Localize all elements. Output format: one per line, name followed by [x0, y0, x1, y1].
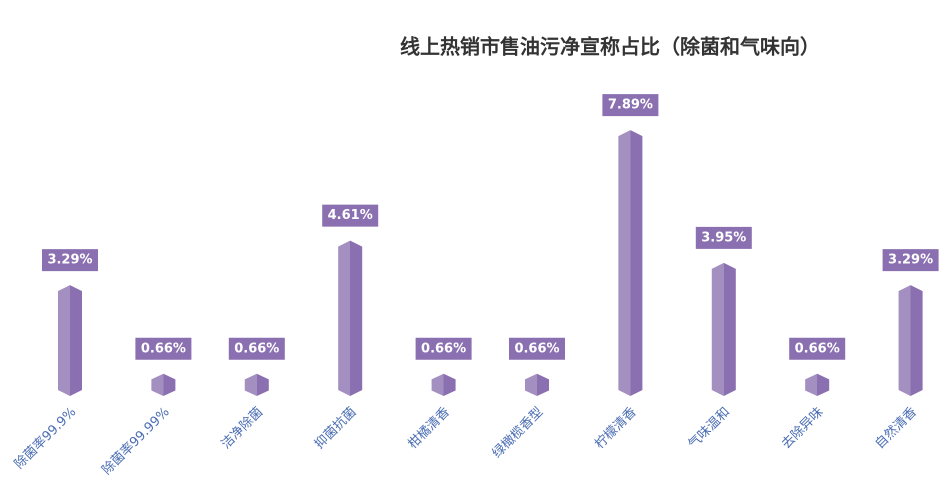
value-label: 0.66% [141, 341, 186, 356]
bar-shade [151, 373, 176, 396]
x-tick-label: 气味温和 [685, 404, 733, 452]
value-label-box [695, 226, 752, 249]
value-label-box [509, 337, 565, 360]
value-label-box [602, 94, 659, 117]
value-label: 0.66% [234, 341, 279, 356]
value-label: 3.95% [701, 230, 746, 245]
value-label: 0.66% [421, 341, 466, 356]
bar-shade [525, 373, 549, 396]
x-tick-label: 除菌率99.9% [11, 404, 79, 472]
x-tick-label: 去除异味 [779, 405, 826, 452]
bar-shade [338, 240, 363, 396]
bar-shade [618, 130, 643, 396]
x-tick-label: 柑橘清香 [405, 404, 453, 452]
x-tick-label: 绿橄榄香型 [489, 404, 546, 461]
value-label-box [882, 249, 939, 272]
value-label: 3.29% [47, 253, 92, 268]
value-label: 7.89% [608, 98, 653, 113]
chart-title: 线上热销市售油污净宣称占比（除菌和气味向） [400, 35, 820, 59]
bar-shade [898, 285, 923, 396]
value-label: 0.66% [514, 341, 559, 356]
value-label: 0.66% [795, 341, 840, 356]
x-tick-label: 除菌率99.99% [99, 404, 173, 478]
x-tick-label: 柠檬清香 [592, 405, 639, 452]
value-label-box [228, 337, 285, 360]
value-label-box [322, 204, 379, 227]
bar-shade [711, 262, 736, 396]
bar-shade [431, 373, 456, 396]
value-label-box [789, 337, 846, 360]
value-label-box [135, 337, 192, 360]
x-tick-label: 洁净除菌 [219, 405, 266, 452]
value-label: 3.29% [888, 253, 933, 268]
value-label-box [42, 249, 98, 272]
value-label: 4.61% [328, 208, 373, 223]
bar-shade [244, 373, 269, 396]
value-label-box [415, 337, 472, 360]
x-tick-label: 抑菌抗菌 [312, 405, 359, 452]
x-tick-label: 自然清香 [872, 404, 920, 452]
bar-shade [805, 373, 830, 396]
bar-shade [58, 285, 82, 396]
